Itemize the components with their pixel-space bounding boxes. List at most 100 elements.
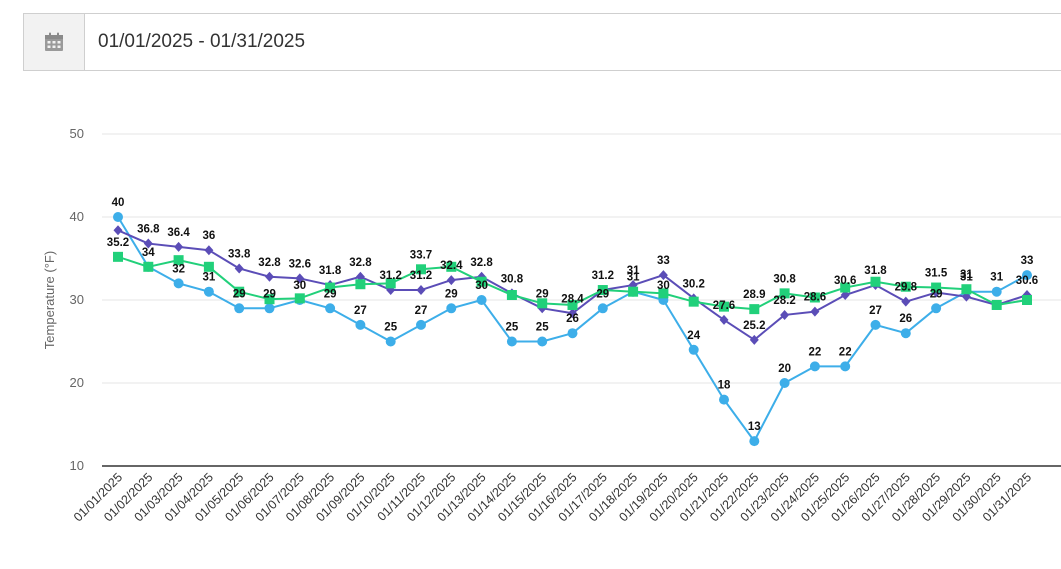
date-range-input[interactable]: 01/01/2025 - 01/31/2025 <box>98 31 306 52</box>
data-label: 32 <box>172 263 185 275</box>
date-range-picker[interactable]: 01/01/2025 - 01/31/2025 <box>23 13 1061 71</box>
data-point <box>355 279 366 290</box>
data-label: 40 <box>112 197 125 209</box>
data-point <box>234 286 245 297</box>
calendar-button[interactable] <box>24 14 85 70</box>
data-point <box>840 282 851 293</box>
data-point <box>931 303 942 314</box>
data-label: 27.6 <box>713 300 735 312</box>
data-label: 26 <box>899 313 912 325</box>
data-label: 31.5 <box>925 268 948 280</box>
data-label: 31.2 <box>410 270 432 282</box>
data-label: 31.2 <box>380 270 402 282</box>
data-label: 30.6 <box>1016 275 1038 287</box>
data-point <box>900 281 911 292</box>
data-point <box>749 436 760 447</box>
data-label: 27 <box>354 305 367 317</box>
data-point <box>506 290 517 301</box>
data-label: 36.4 <box>167 227 190 239</box>
data-point <box>1022 270 1032 281</box>
data-point <box>780 309 790 320</box>
data-point <box>688 344 699 355</box>
y-tick-label: 50 <box>70 126 84 141</box>
data-point <box>749 334 759 345</box>
data-label: 28.6 <box>804 292 826 304</box>
data-point <box>900 328 911 339</box>
data-point <box>113 212 123 222</box>
data-label: 30.8 <box>773 273 796 285</box>
data-label: 31.2 <box>592 270 614 282</box>
data-label: 22 <box>809 346 822 358</box>
data-label: 29 <box>930 288 943 300</box>
data-point <box>991 299 1002 310</box>
data-label: 33 <box>1021 255 1034 267</box>
data-point <box>749 304 760 315</box>
data-point <box>506 336 517 347</box>
data-point <box>294 293 305 304</box>
data-label: 30 <box>293 280 306 292</box>
data-label: 32.4 <box>440 260 463 272</box>
data-point <box>537 298 548 309</box>
data-point <box>325 303 336 314</box>
data-point <box>325 282 336 293</box>
data-point <box>809 361 820 372</box>
data-point <box>597 303 608 314</box>
data-point <box>537 336 548 347</box>
data-label: 25 <box>536 322 549 334</box>
data-label: 29 <box>263 288 276 300</box>
data-label: 34 <box>142 247 155 259</box>
data-point <box>476 276 487 287</box>
data-point <box>204 245 214 256</box>
data-point <box>416 285 426 296</box>
data-point <box>416 319 426 330</box>
data-point <box>961 284 972 295</box>
data-point <box>385 336 396 347</box>
data-point <box>385 278 396 289</box>
data-point <box>174 241 184 252</box>
data-point <box>113 251 123 262</box>
data-label: 28.4 <box>561 293 584 305</box>
data-label: 29 <box>536 288 549 300</box>
data-label: 32.8 <box>258 257 281 269</box>
data-point <box>295 273 305 284</box>
data-label: 30 <box>657 280 670 292</box>
data-point <box>719 394 729 405</box>
data-label: 28.9 <box>743 289 765 301</box>
data-point <box>113 225 123 236</box>
data-label: 25.2 <box>743 320 765 332</box>
data-point <box>840 361 851 372</box>
y-tick-label: 20 <box>70 375 84 390</box>
data-label: 31 <box>203 272 216 284</box>
data-point <box>779 288 790 299</box>
data-label: 31 <box>627 265 640 277</box>
data-point <box>355 319 366 330</box>
data-point <box>143 261 154 272</box>
data-point <box>173 255 184 266</box>
data-label: 33 <box>657 255 670 267</box>
data-label: 28.2 <box>773 295 795 307</box>
data-point <box>567 299 578 310</box>
y-axis-title: Temperature (°F) <box>42 251 57 349</box>
data-point <box>991 286 1002 297</box>
data-label: 31.8 <box>319 265 342 277</box>
data-label: 32.6 <box>289 258 311 270</box>
data-point <box>234 303 245 314</box>
data-point <box>809 292 820 303</box>
data-point <box>173 278 184 289</box>
data-label: 32.8 <box>470 257 493 269</box>
data-label: 25 <box>384 322 397 334</box>
data-label: 29 <box>445 288 458 300</box>
data-point <box>416 264 426 275</box>
data-point <box>264 294 275 305</box>
data-label: 33.8 <box>228 248 251 260</box>
data-label: 36.8 <box>137 224 160 236</box>
y-tick-label: 40 <box>70 209 84 224</box>
data-label: 30.2 <box>683 278 705 290</box>
data-point <box>446 303 457 314</box>
data-label: 29 <box>233 288 246 300</box>
data-point <box>931 282 942 293</box>
data-point <box>568 308 577 319</box>
data-point <box>203 261 214 272</box>
data-point <box>658 288 669 299</box>
